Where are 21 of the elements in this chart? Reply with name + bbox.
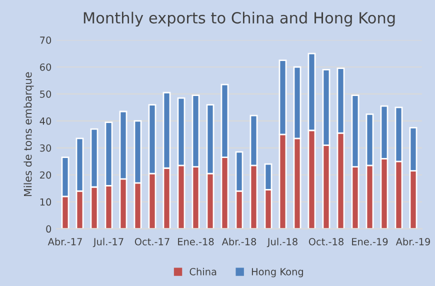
x-tick-label: Abr.-17 xyxy=(48,238,82,246)
y-axis-title: Miles de tons embarque xyxy=(24,72,34,196)
x-tick-label: Abr.-18 xyxy=(222,238,256,246)
y-tick-label: 50 xyxy=(40,90,52,98)
y-tick-label: 0 xyxy=(46,225,52,233)
x-tick-label: Ene.-18 xyxy=(178,238,214,246)
x-tick-label: Jul.-18 xyxy=(266,238,298,248)
y-tick-label: 40 xyxy=(40,117,52,125)
legend-label: China xyxy=(190,268,216,276)
x-tick-label: Abr.-19 xyxy=(396,238,430,246)
x-tick-label: Oct.-17 xyxy=(134,238,170,246)
chart-title: Monthly exports to China and Hong Kong xyxy=(84,12,395,27)
y-tick-label: 60 xyxy=(40,63,52,71)
legend-label: Hong Kong xyxy=(252,268,303,278)
y-tick-label: 30 xyxy=(40,144,52,152)
x-tick-label: Oct.-18 xyxy=(308,238,344,246)
x-tick-label: Jul.-17 xyxy=(92,238,124,248)
y-tick-label: 10 xyxy=(40,198,52,206)
y-tick-label: 70 xyxy=(40,36,52,44)
y-tick-label: 20 xyxy=(40,171,52,179)
x-tick-label: Ene.-19 xyxy=(352,238,388,246)
